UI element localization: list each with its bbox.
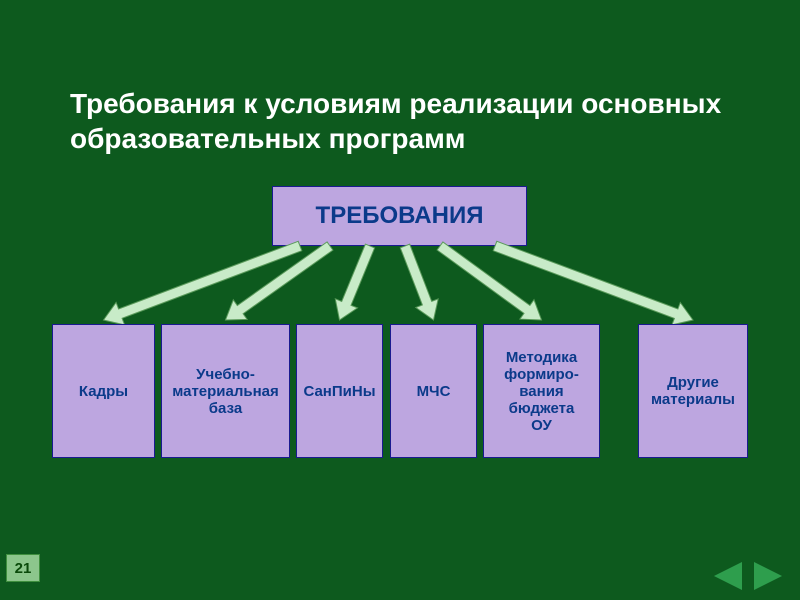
child-box-label: Методика формиро- вания бюджета ОУ [504,349,579,434]
child-box: Кадры [52,324,155,458]
root-box: ТРЕБОВАНИЯ [272,186,527,246]
slide-title: Требования к условиям реализации основны… [70,86,770,156]
child-box-label: МЧС [417,383,451,400]
arrow [104,241,302,325]
child-box: Учебно- материальная база [161,324,290,458]
child-box: МЧС [390,324,477,458]
root-box-label: ТРЕБОВАНИЯ [316,202,484,230]
nav-next-button[interactable] [754,562,782,590]
nav-prev-button[interactable] [714,562,742,590]
arrow [335,244,374,320]
child-box-label: СанПиНы [303,383,375,400]
arrow [226,242,333,320]
arrow [400,244,438,320]
child-box-label: Учебно- материальная база [172,366,279,417]
arrow [437,242,541,320]
child-box: СанПиНы [296,324,383,458]
page-number-badge: 21 [6,554,40,582]
child-box-label: Другие материалы [651,374,735,408]
child-box: Другие материалы [638,324,748,458]
child-box-label: Кадры [79,383,128,400]
page-number: 21 [15,560,32,577]
child-box: Методика формиро- вания бюджета ОУ [483,324,600,458]
arrow [493,241,693,325]
slide: Требования к условиям реализации основны… [0,0,800,600]
slide-title-text: Требования к условиям реализации основны… [70,88,721,154]
